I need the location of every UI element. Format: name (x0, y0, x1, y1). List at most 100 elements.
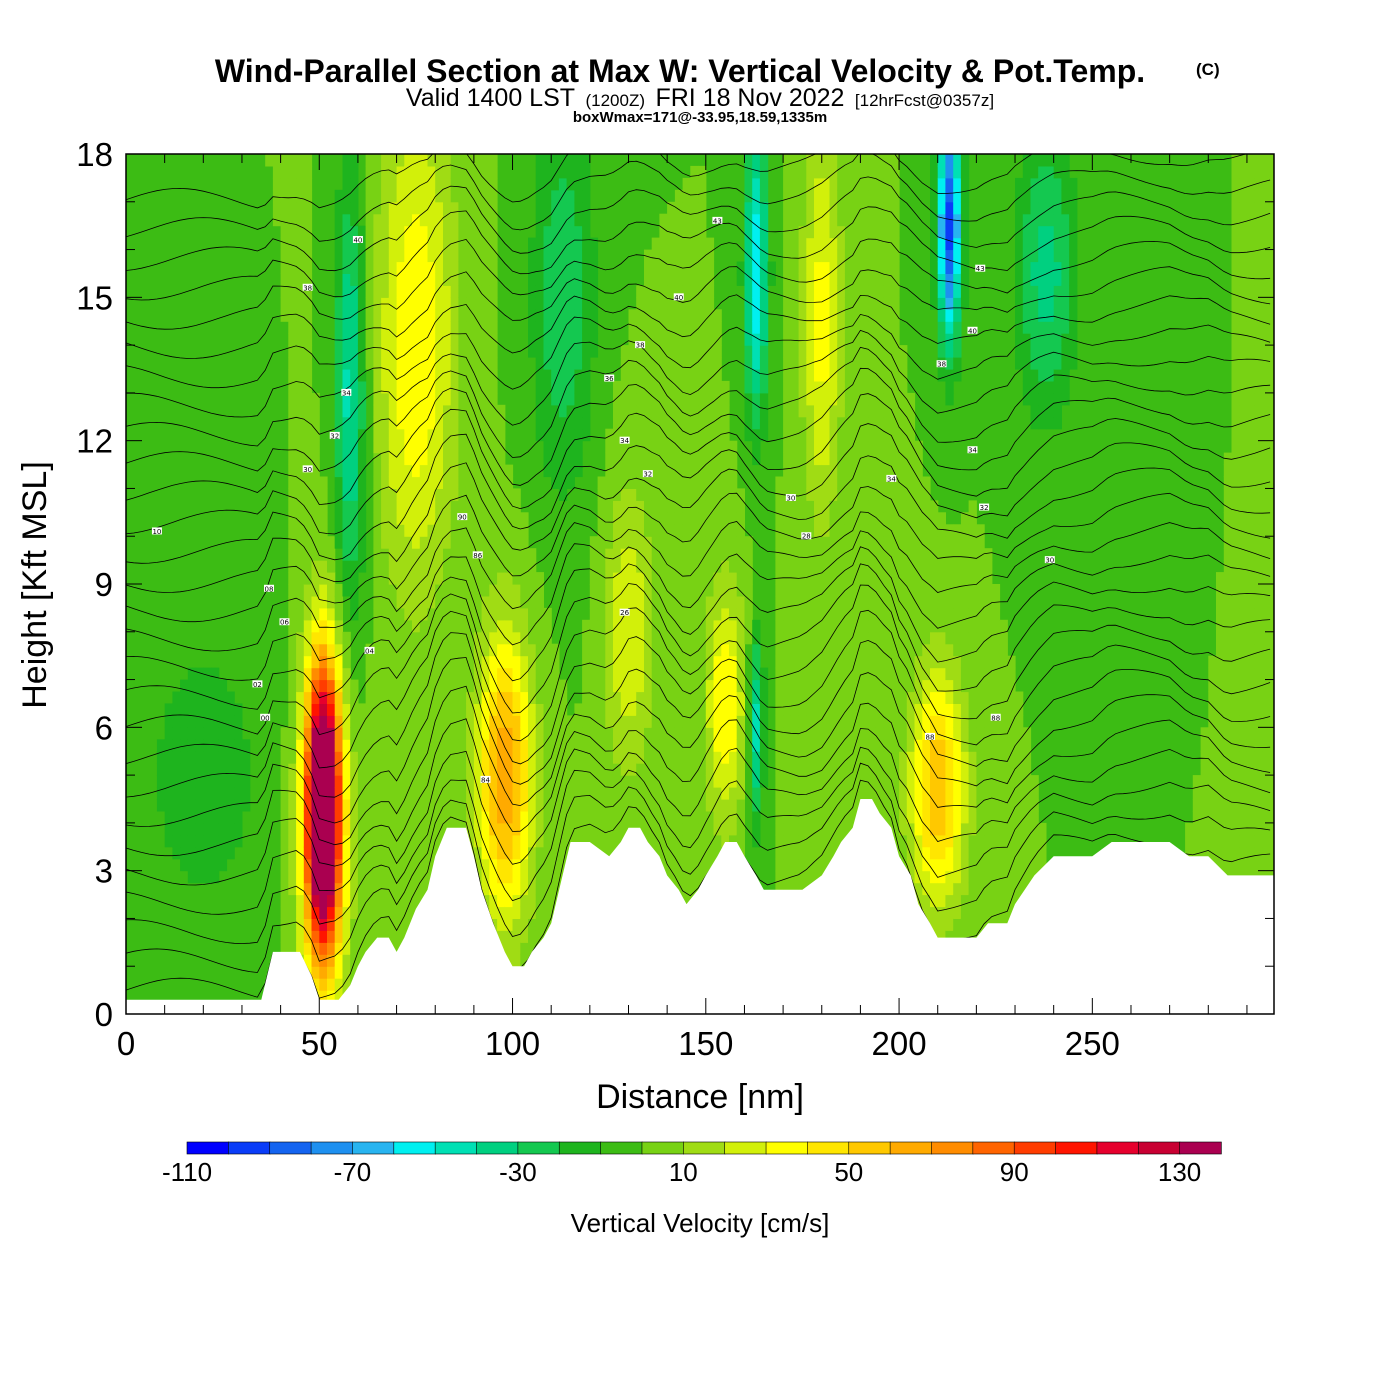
w-cell (636, 285, 645, 298)
w-cell (512, 667, 521, 681)
w-cell (419, 165, 429, 179)
w-cell (566, 727, 575, 740)
w-cell (705, 488, 715, 501)
w-cell (311, 966, 320, 979)
w-cell (327, 882, 336, 896)
w-cell (412, 189, 421, 203)
w-cell (373, 727, 382, 740)
w-cell (466, 380, 475, 394)
w-cell (535, 273, 544, 286)
w-cell (860, 273, 869, 286)
w-cell (752, 655, 761, 669)
w-cell (443, 189, 452, 203)
w-cell (427, 237, 436, 251)
w-cell (674, 631, 684, 645)
w-cell (296, 870, 305, 884)
w-cell (473, 655, 483, 669)
w-cell (705, 751, 715, 764)
w-cell (512, 787, 521, 800)
w-cell (435, 691, 444, 704)
w-cell (388, 285, 398, 298)
w-cell (350, 775, 359, 788)
w-cell (350, 213, 359, 227)
w-cell (296, 727, 305, 740)
w-cell (497, 643, 506, 657)
w-cell (288, 321, 297, 334)
w-cell (481, 165, 490, 179)
w-cell (860, 751, 869, 764)
w-cell (365, 810, 374, 824)
w-cell (628, 595, 637, 609)
w-cell (404, 787, 413, 800)
w-cell (396, 476, 405, 489)
w-cell (396, 631, 405, 645)
w-cell (582, 225, 591, 239)
w-cell (613, 416, 622, 430)
w-cell (636, 321, 645, 334)
w-cell (350, 369, 359, 382)
w-cell (350, 189, 359, 203)
w-cell (466, 595, 475, 609)
w-cell (582, 357, 591, 370)
w-cell (481, 584, 490, 597)
w-cell (381, 858, 390, 872)
w-cell (311, 978, 320, 991)
w-cell (790, 154, 800, 167)
w-cell (504, 631, 514, 645)
w-cell (412, 380, 421, 394)
w-cell (690, 464, 699, 478)
w-cell (412, 225, 421, 239)
w-cell (582, 775, 591, 788)
copyright-mark: (C) (1196, 60, 1220, 79)
w-cell (288, 452, 297, 466)
w-cell (497, 822, 506, 836)
w-cell (790, 834, 800, 848)
w-cell (489, 452, 498, 466)
w-cell (203, 715, 212, 728)
w-cell (783, 739, 792, 752)
w-cell (357, 846, 367, 860)
w-cell (350, 297, 359, 310)
w-cell (288, 333, 297, 346)
w-cell (597, 476, 606, 489)
w-cell (187, 858, 197, 872)
w-cell (543, 345, 552, 358)
w-cell (628, 691, 637, 704)
w-cell (342, 536, 351, 549)
w-cell (821, 512, 831, 525)
w-cell (705, 822, 715, 836)
w-cell (589, 309, 599, 322)
w-cell (705, 763, 715, 776)
w-cell (605, 822, 614, 836)
w-cell (311, 906, 320, 919)
w-cell (342, 512, 351, 525)
w-cell (458, 321, 467, 334)
w-cell (466, 345, 475, 358)
w-cell (520, 619, 529, 633)
w-cell (721, 572, 730, 585)
w-cell (806, 715, 815, 728)
w-cell (759, 667, 769, 681)
w-cell (589, 739, 599, 752)
w-cell (164, 775, 173, 788)
w-cell (628, 787, 637, 800)
w-cell (497, 858, 506, 872)
w-cell (690, 309, 699, 322)
w-cell (790, 392, 800, 406)
w-cell (875, 416, 885, 430)
w-cell (187, 691, 197, 704)
w-cell (860, 607, 869, 621)
w-cell (651, 739, 660, 752)
w-cell (412, 261, 421, 274)
w-cell (844, 822, 854, 836)
w-cell (342, 560, 351, 573)
w-cell (775, 870, 784, 884)
w-cell (644, 369, 653, 382)
w-cell (512, 607, 521, 621)
w-cell (736, 739, 745, 752)
w-cell (404, 237, 413, 251)
w-cell (721, 512, 730, 525)
w-cell (806, 464, 815, 478)
w-cell (852, 165, 861, 179)
w-cell (450, 440, 459, 454)
